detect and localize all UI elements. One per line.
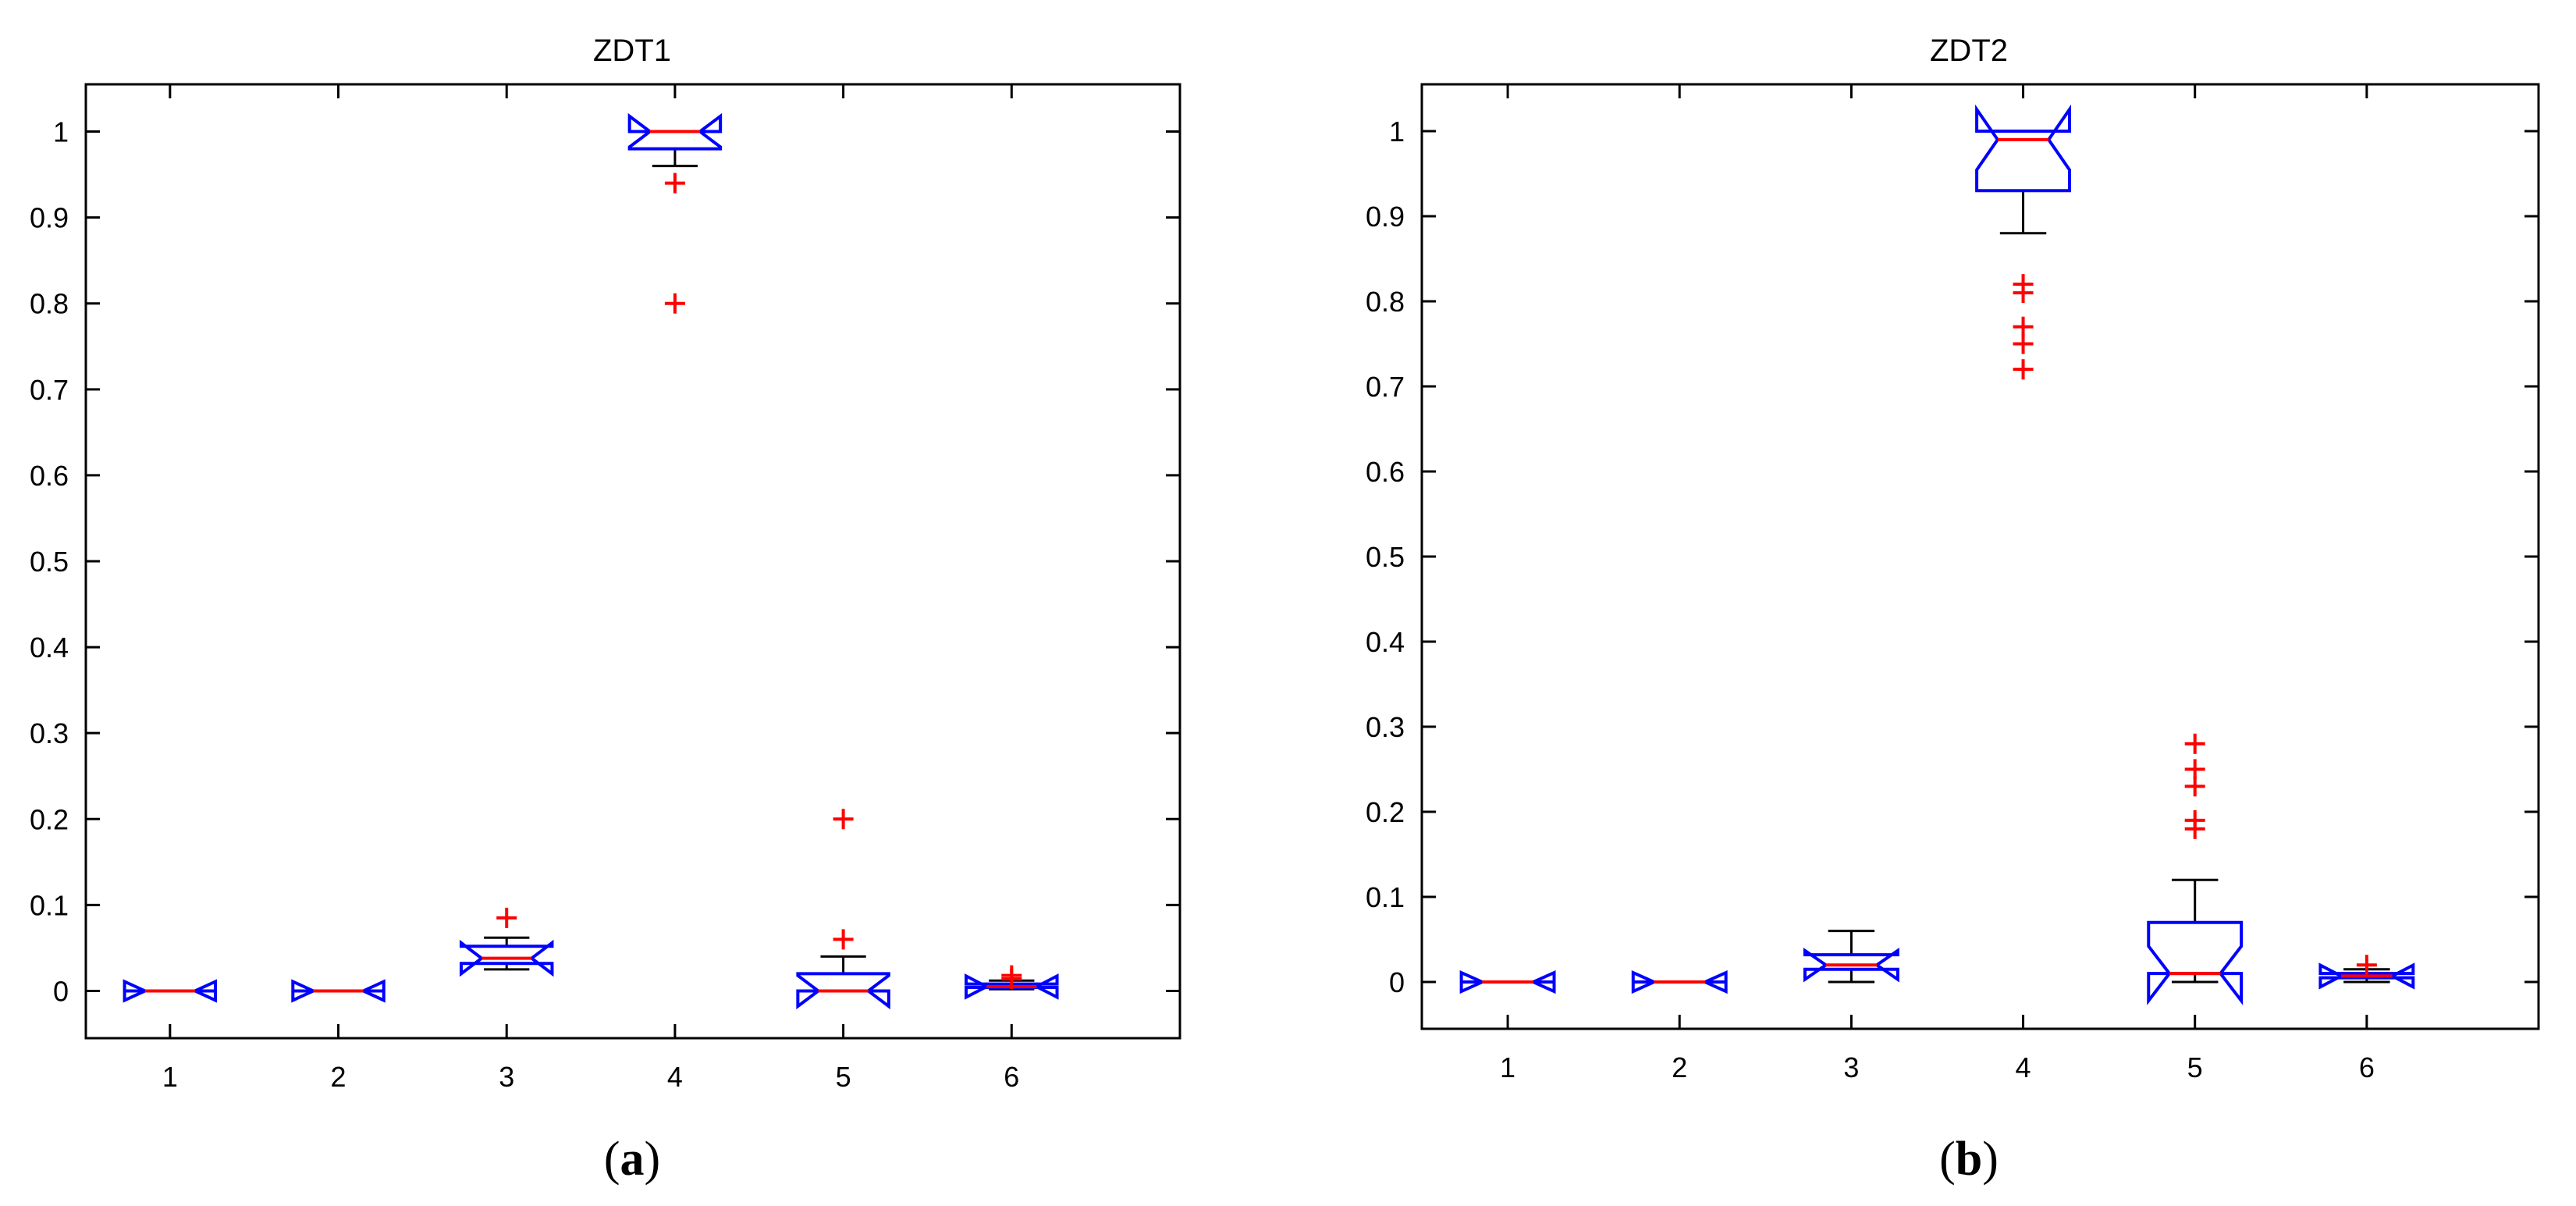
outlier-marker bbox=[664, 293, 685, 314]
x-tick-label: 6 bbox=[1004, 1061, 1019, 1093]
y-tick-label: 0.9 bbox=[1366, 201, 1405, 233]
subfigure-letter: a bbox=[620, 1133, 645, 1186]
box bbox=[1803, 947, 1899, 983]
outlier-marker bbox=[664, 173, 685, 194]
plot-area: 0 0.1 0.2 0.3 0.4 0.5 0.6 0.7 0.8 0.9 1 1 2 3 4 5 6 bbox=[30, 83, 1181, 1093]
y-tick-label: 0.1 bbox=[1366, 881, 1405, 913]
y-tick-label: 0.3 bbox=[1366, 711, 1405, 743]
box bbox=[796, 972, 890, 1010]
outlier-marker bbox=[2184, 809, 2205, 831]
subfigure-letter: b bbox=[1956, 1133, 1982, 1186]
y-tick-label: 0.2 bbox=[1366, 796, 1405, 828]
chart-title: ZDT2 bbox=[1930, 34, 2008, 68]
y-tick-label: 0.4 bbox=[30, 631, 69, 663]
y-tick-label: 0.5 bbox=[1366, 541, 1405, 573]
y-tick-label: 0.8 bbox=[1366, 286, 1405, 318]
outlier-marker bbox=[1001, 965, 1022, 986]
outlier-marker bbox=[2013, 333, 2034, 354]
x-tick-label: 6 bbox=[2359, 1051, 2375, 1083]
x-tick-label: 1 bbox=[162, 1061, 178, 1093]
outlier-marker bbox=[2184, 733, 2205, 754]
outlier-marker bbox=[833, 809, 854, 830]
box bbox=[1459, 969, 1556, 994]
outlier-marker bbox=[2013, 359, 2034, 380]
y-tick-label: 1 bbox=[1389, 116, 1405, 148]
panel-b: ZDT2 0 0.1 0.2 0.3 0.4 0.5 0.6 0.7 0.8 0.9 1 1 2 3 4 5 6… bbox=[1366, 34, 2540, 1186]
box bbox=[123, 979, 218, 1003]
y-tick-label: 0.8 bbox=[30, 288, 69, 320]
x-tick-label: 5 bbox=[836, 1061, 851, 1093]
plot-area: 0 0.1 0.2 0.3 0.4 0.5 0.6 0.7 0.8 0.9 1 1 2 3 4 5 6 bbox=[1366, 83, 2540, 1083]
box bbox=[1631, 969, 1728, 994]
y-tick-label: 0 bbox=[1389, 966, 1405, 998]
outlier-marker bbox=[2184, 776, 2205, 797]
x-tick-label: 1 bbox=[1500, 1051, 1515, 1083]
outlier-marker bbox=[2013, 283, 2034, 304]
subfigure-caption: (b) bbox=[1939, 1133, 1999, 1186]
outlier-marker bbox=[833, 929, 854, 950]
y-tick-label: 0 bbox=[53, 975, 69, 1007]
box bbox=[965, 973, 1059, 1000]
y-tick-label: 0.6 bbox=[1366, 456, 1405, 488]
box bbox=[291, 979, 386, 1003]
box bbox=[627, 112, 723, 151]
y-tick-label: 0.4 bbox=[1366, 626, 1405, 658]
box bbox=[459, 939, 554, 977]
y-tick-label: 0.7 bbox=[30, 374, 69, 406]
box bbox=[2318, 962, 2415, 990]
axes-frame bbox=[84, 83, 1181, 1040]
x-tick-label: 2 bbox=[331, 1061, 346, 1093]
x-tick-label: 3 bbox=[1843, 1051, 1859, 1083]
x-tick-label: 4 bbox=[667, 1061, 683, 1093]
y-tick-label: 0.7 bbox=[1366, 371, 1405, 403]
y-tick-label: 0.9 bbox=[30, 202, 69, 234]
outlier-marker bbox=[2184, 759, 2205, 780]
subfigure-caption: (a) bbox=[604, 1133, 660, 1186]
x-tick-label: 4 bbox=[2016, 1051, 2031, 1083]
panel-a: ZDT1 0 0.1 0.2 0.3 0.4 0.5 0.6 0.7 0.8 0.9 1 1 2 3 4 5 6… bbox=[30, 34, 1181, 1186]
x-tick-label: 3 bbox=[499, 1061, 514, 1093]
axes-frame bbox=[1420, 83, 2540, 1030]
y-tick-label: 0.3 bbox=[30, 717, 69, 749]
x-tick-label: 5 bbox=[2187, 1051, 2203, 1083]
outlier-marker bbox=[496, 907, 517, 928]
y-tick-label: 0.6 bbox=[30, 460, 69, 492]
y-tick-label: 0.5 bbox=[30, 546, 69, 578]
box bbox=[2147, 920, 2244, 1005]
y-tick-label: 0.1 bbox=[30, 889, 69, 921]
outlier-marker bbox=[2356, 955, 2377, 976]
x-tick-label: 2 bbox=[1672, 1051, 1687, 1083]
y-tick-label: 0.2 bbox=[30, 803, 69, 835]
outlier-marker bbox=[2013, 316, 2034, 337]
y-tick-label: 1 bbox=[53, 116, 69, 148]
box bbox=[1975, 104, 2071, 193]
chart-title: ZDT1 bbox=[593, 34, 671, 68]
